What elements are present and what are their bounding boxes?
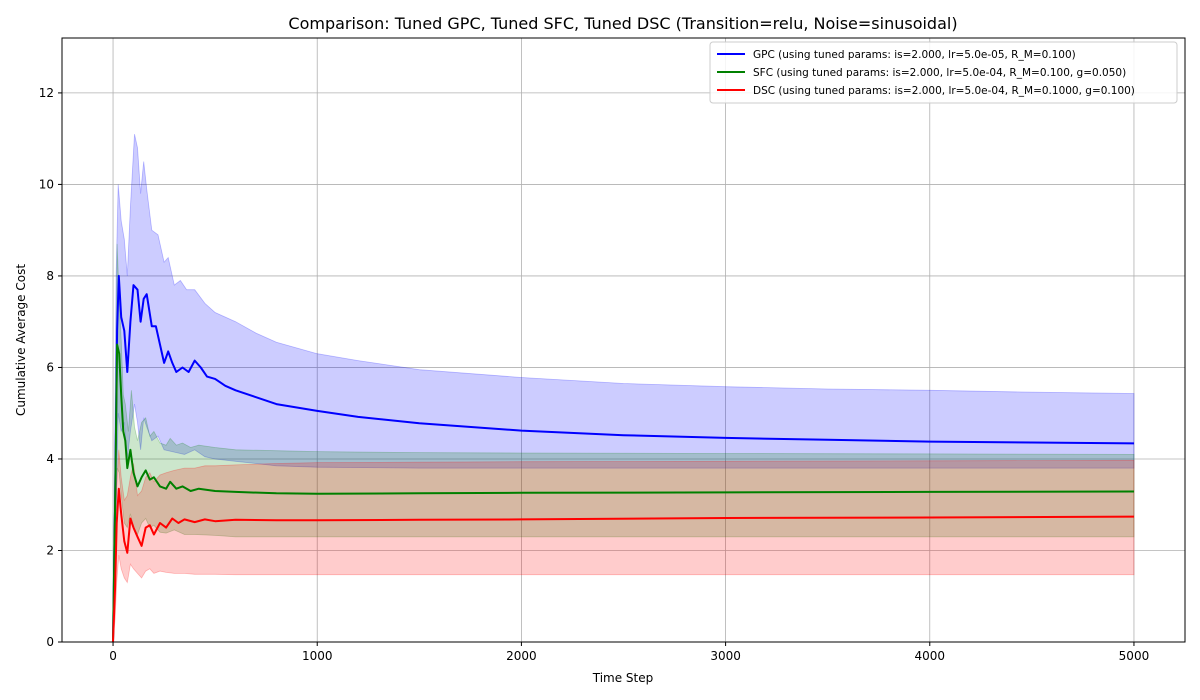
x-tick-label: 1000 — [302, 649, 333, 663]
gpc-band — [112, 134, 1135, 643]
y-tick-label: 2 — [46, 543, 54, 557]
y-axis-ticks: 0 2 4 6 8 10 12 — [39, 86, 62, 649]
sfc-line — [112, 343, 1135, 643]
y-tick-label: 8 — [46, 269, 54, 283]
y-tick-label: 6 — [46, 360, 54, 374]
y-tick-label: 10 — [39, 177, 54, 191]
dsc-line — [112, 487, 1135, 643]
y-axis-label: Cumulative Average Cost — [14, 264, 28, 416]
y-tick-label: 12 — [39, 86, 54, 100]
gpc-line — [112, 274, 1135, 643]
sfc-legend-label: SFC (using tuned params: is=2.000, lr=5.… — [753, 67, 1126, 79]
dsc-band — [112, 449, 1135, 643]
legend: GPC (using tuned params: is=2.000, lr=5.… — [709, 41, 1178, 104]
x-tick-label: 5000 — [1119, 649, 1150, 663]
gpc-legend-label: GPC (using tuned params: is=2.000, lr=5.… — [753, 49, 1076, 61]
x-tick-label: 4000 — [914, 649, 945, 663]
chart-title: Comparison: Tuned GPC, Tuned SFC, Tuned … — [288, 14, 957, 33]
x-tick-label: 0 — [109, 649, 117, 663]
x-axis-label: Time Step — [592, 671, 654, 685]
x-tick-label: 3000 — [710, 649, 741, 663]
series-lines — [112, 274, 1135, 643]
confidence-bands — [112, 134, 1135, 643]
legend-box — [709, 41, 1178, 104]
x-tick-label: 2000 — [506, 649, 537, 663]
y-tick-label: 0 — [46, 635, 54, 649]
plot-frame — [61, 37, 1186, 643]
x-axis-ticks: 0 1000 2000 3000 4000 5000 — [109, 642, 1149, 663]
dsc-legend-label: DSC (using tuned params: is=2.000, lr=5.… — [753, 85, 1135, 97]
sfc-band — [112, 243, 1135, 643]
y-tick-label: 4 — [46, 452, 54, 466]
